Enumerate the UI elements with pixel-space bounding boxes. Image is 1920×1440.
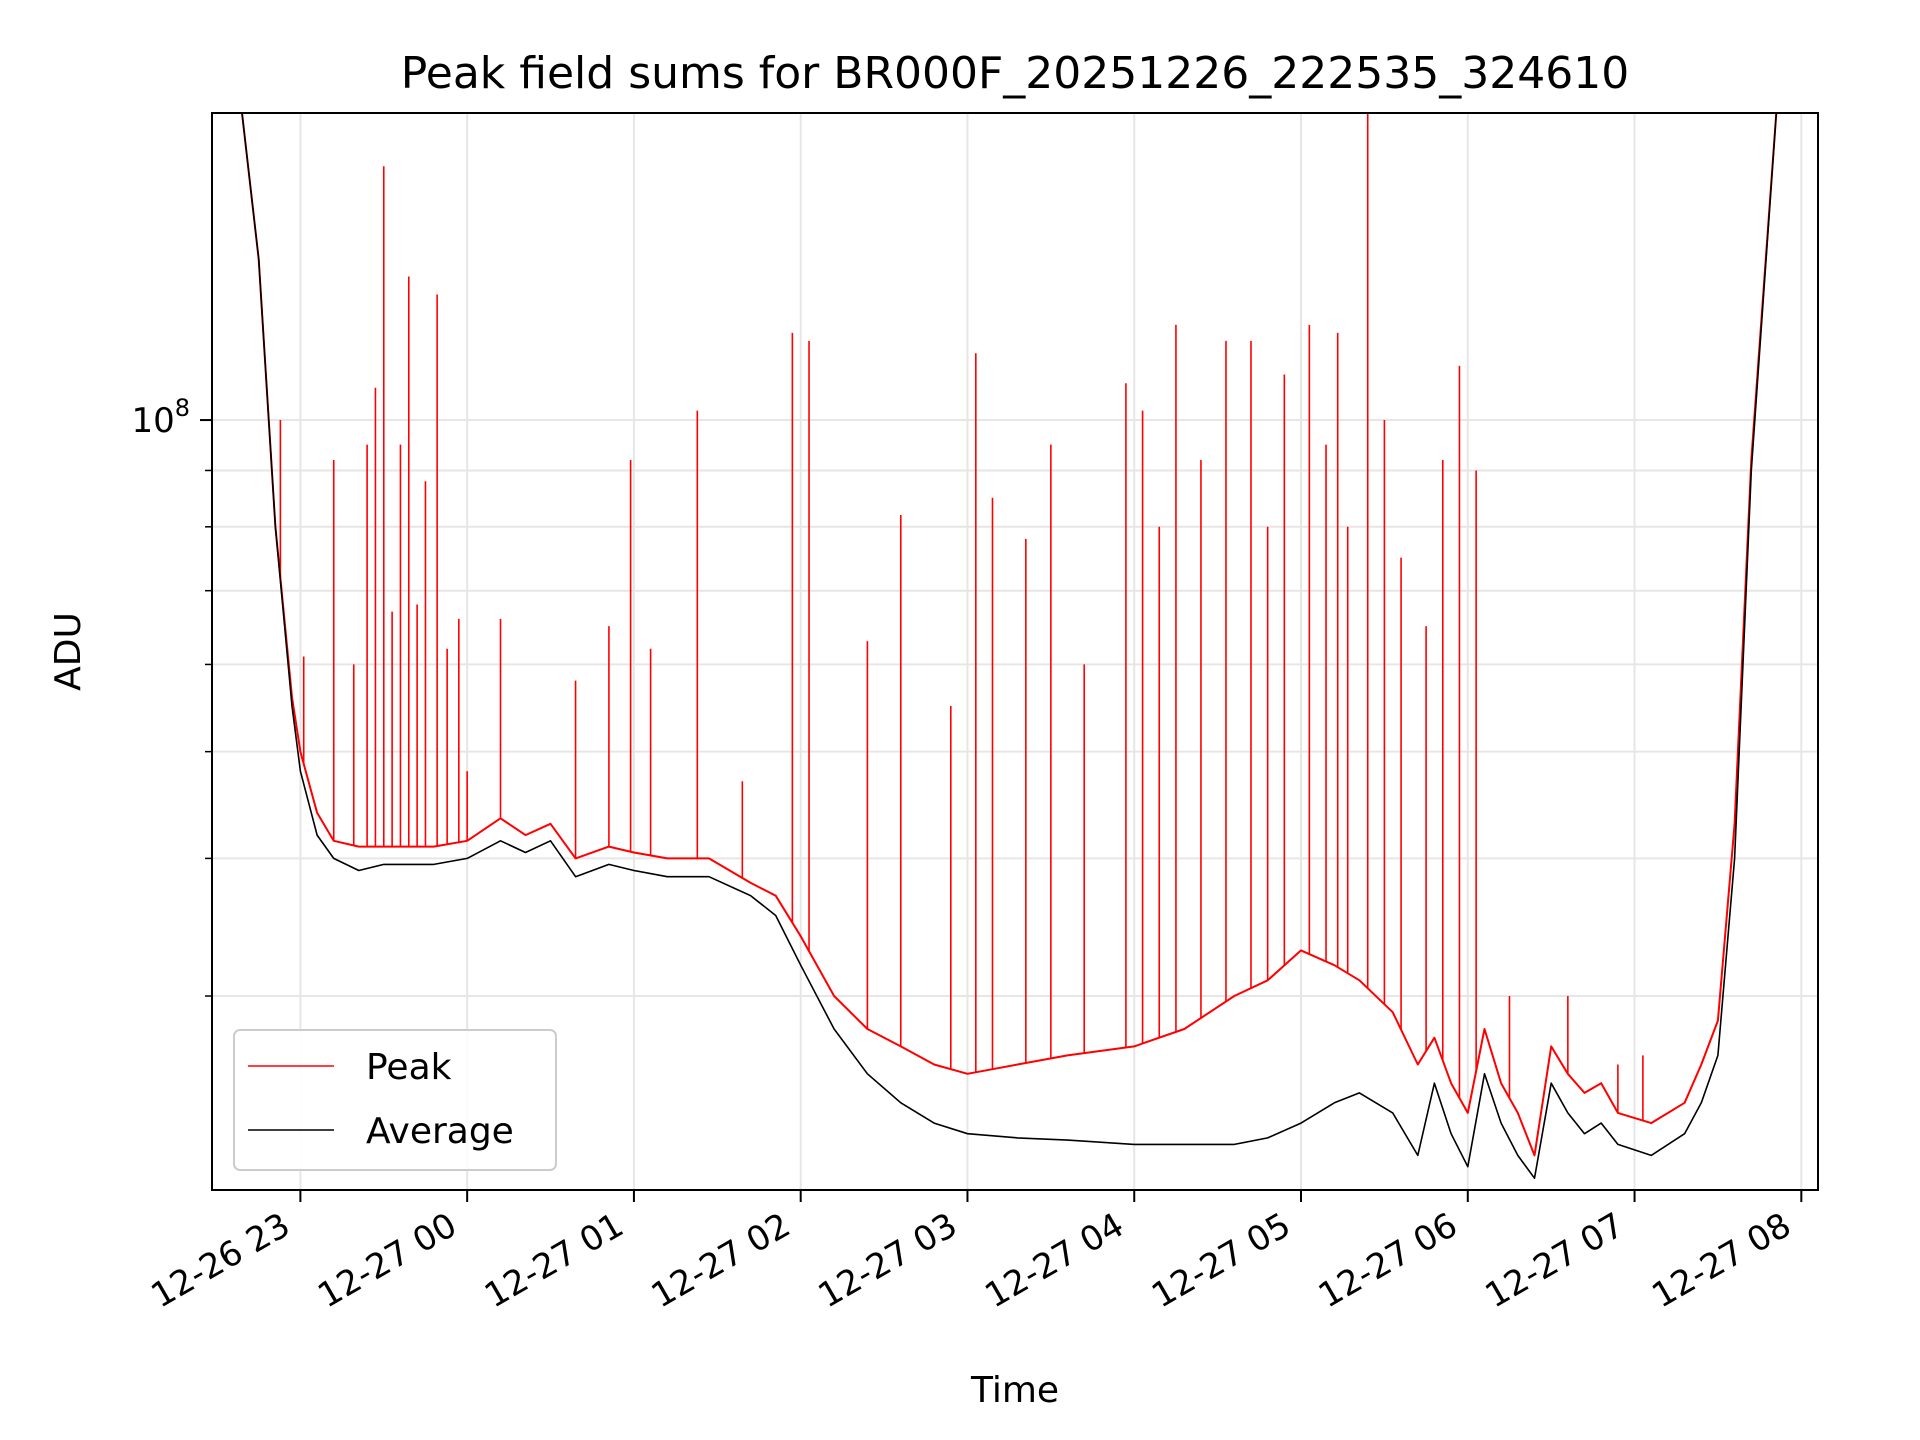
legend-label-average: Average <box>366 1111 514 1152</box>
series-layer <box>212 112 1778 1179</box>
y-tick-label-exponent: 8 <box>175 394 190 422</box>
grid-layer <box>212 113 1818 1190</box>
legend-box <box>233 1029 557 1171</box>
plot-frame <box>211 112 1819 1191</box>
chart-title: Peak field sums for BR000F_20251226_2225… <box>401 48 1629 99</box>
legend-label-peak: Peak <box>366 1047 452 1088</box>
legend: Peak Average <box>233 1029 557 1171</box>
y-tick-label: 108 <box>131 394 190 441</box>
series-peak <box>212 112 1778 1157</box>
series-average <box>212 112 1778 1179</box>
x-axis-label: Time <box>970 1370 1059 1411</box>
y-axis-label: ADU <box>48 612 89 691</box>
y-tick-label-base: 10 <box>131 401 174 441</box>
peak-line <box>212 112 1778 1157</box>
average-line <box>212 112 1778 1179</box>
